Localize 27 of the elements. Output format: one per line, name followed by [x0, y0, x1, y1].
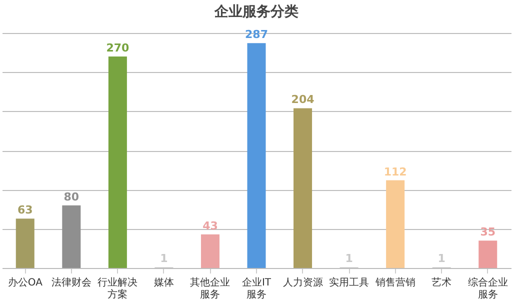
data-label: 80 — [64, 190, 80, 204]
x-tick-label: 人力资源 — [282, 276, 323, 288]
bar — [247, 43, 266, 268]
bar — [62, 205, 81, 268]
x-tick-label: 其他企业服务 — [190, 276, 230, 300]
x-tick-label: 办公OA — [8, 276, 43, 288]
data-label: 112 — [384, 165, 407, 178]
bar — [386, 180, 405, 268]
x-tick-label: 行业解决方案 — [98, 276, 138, 300]
x-tick-label: 法律财会 — [51, 276, 92, 288]
x-tick-label: 媒体 — [154, 276, 174, 288]
data-label: 204 — [291, 93, 315, 106]
data-label: 287 — [245, 28, 268, 42]
x-tick-label: 销售营销 — [374, 276, 416, 288]
data-label: 43 — [202, 219, 218, 232]
bar — [294, 108, 312, 268]
x-tick-label: 企业IT服务 — [242, 276, 272, 300]
bar — [16, 218, 34, 268]
x-tick-label: 实用工具 — [329, 276, 370, 288]
chart-title: 企业服务分类 — [214, 4, 298, 20]
bar — [478, 240, 498, 268]
data-label: 270 — [106, 42, 130, 54]
x-tick-label: 艺术 — [432, 276, 452, 288]
data-label: 63 — [17, 204, 33, 217]
bar — [200, 234, 220, 268]
x-tick-label: 综合企业服务 — [468, 276, 508, 300]
bar — [108, 56, 127, 268]
